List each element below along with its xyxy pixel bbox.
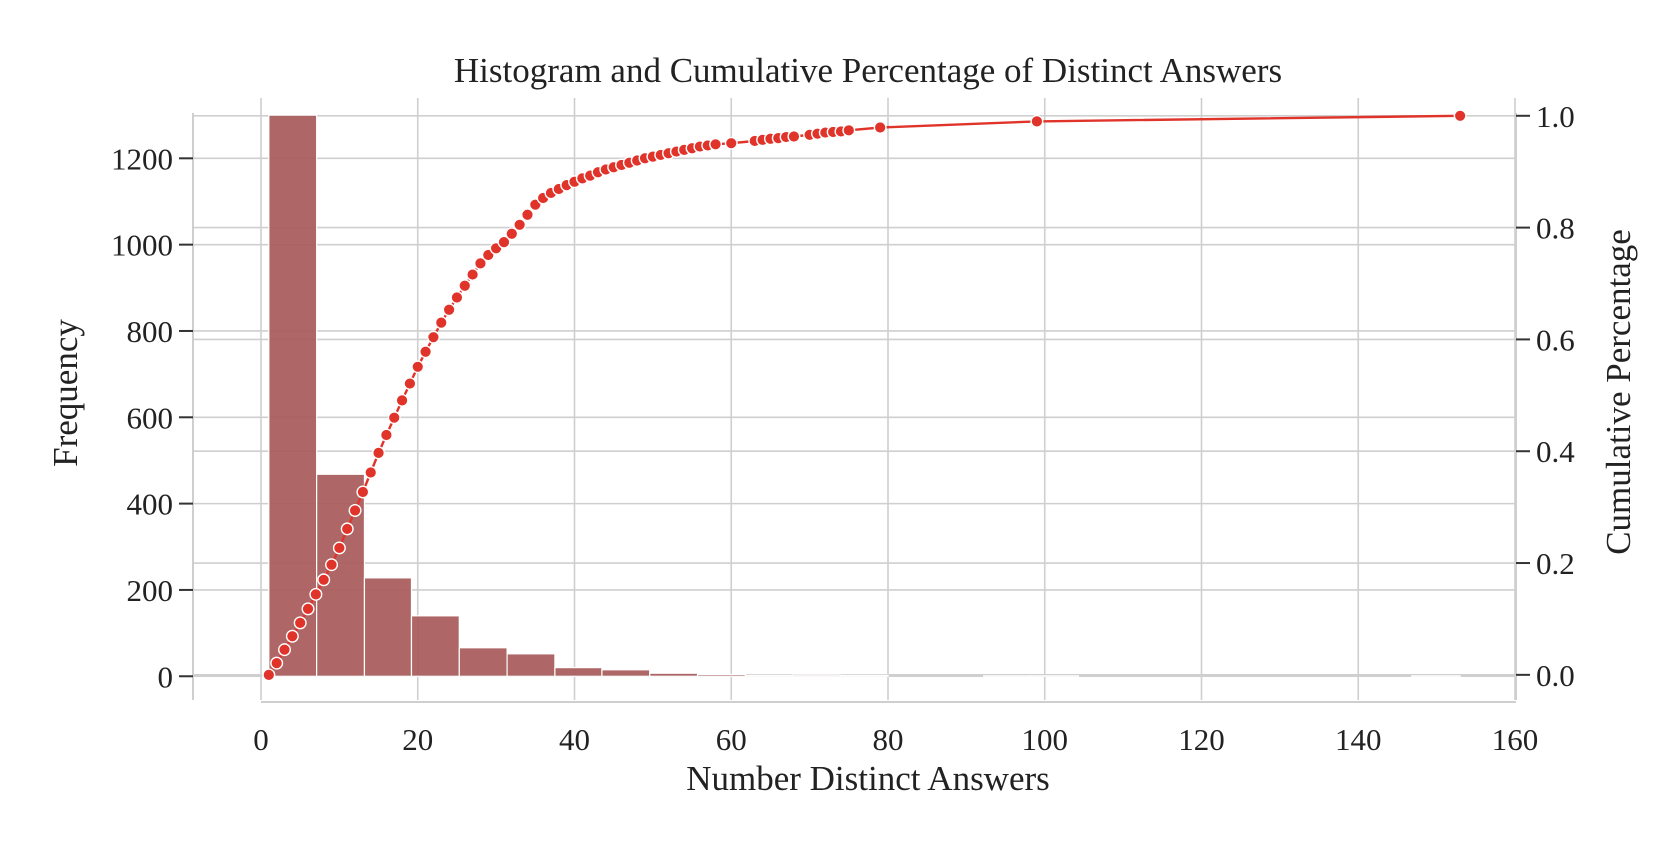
cumulative-point bbox=[788, 131, 800, 143]
cumulative-point bbox=[435, 317, 447, 329]
cumulative-point bbox=[412, 361, 424, 373]
y-tick-label: 200 bbox=[127, 573, 174, 608]
cumulative-point bbox=[349, 505, 361, 517]
cumulative-point bbox=[302, 603, 314, 615]
cumulative-point bbox=[843, 125, 855, 137]
x-tick-label: 60 bbox=[716, 722, 747, 757]
cumulative-point bbox=[874, 122, 886, 134]
x-tick-label: 40 bbox=[559, 722, 590, 757]
cumulative-point bbox=[443, 304, 455, 316]
cumulative-point bbox=[404, 378, 416, 390]
y2-tick-label: 0.2 bbox=[1536, 546, 1575, 581]
histogram-bar bbox=[650, 673, 698, 676]
cumulative-point bbox=[514, 219, 526, 231]
cumulative-point bbox=[287, 630, 299, 642]
x-tick-label: 80 bbox=[873, 722, 904, 757]
y-tick-label: 400 bbox=[127, 487, 174, 522]
cumulative-line-layer bbox=[263, 110, 1466, 681]
cumulative-point bbox=[710, 139, 722, 151]
cumulative-point bbox=[318, 574, 330, 586]
y2-tick-label: 0.6 bbox=[1536, 322, 1575, 357]
histogram-bars bbox=[269, 115, 1460, 676]
y2-tick-label: 0.4 bbox=[1536, 434, 1575, 469]
cumulative-point bbox=[1031, 116, 1043, 128]
histogram-bar bbox=[840, 675, 888, 676]
cumulative-point bbox=[279, 644, 291, 656]
cumulative-point bbox=[373, 447, 385, 459]
cumulative-point bbox=[341, 523, 353, 535]
cumulative-point bbox=[459, 280, 471, 292]
y-tick-label: 800 bbox=[127, 314, 174, 349]
cumulative-point bbox=[420, 346, 432, 358]
cumulative-point bbox=[428, 331, 440, 343]
histogram-bar bbox=[602, 670, 650, 676]
cumulative-line bbox=[269, 116, 1460, 675]
x-tick-label: 100 bbox=[1022, 722, 1069, 757]
x-tick-label: 140 bbox=[1335, 722, 1382, 757]
cumulative-point bbox=[357, 486, 369, 498]
cumulative-point bbox=[451, 292, 463, 304]
y-tick-label: 1000 bbox=[111, 228, 173, 263]
y-tick-label: 600 bbox=[127, 400, 174, 435]
x-tick-label: 120 bbox=[1178, 722, 1225, 757]
cumulative-point bbox=[365, 467, 377, 479]
y2-tick-label: 1.0 bbox=[1536, 99, 1575, 134]
cumulative-point bbox=[396, 395, 408, 407]
y-tick-label: 1200 bbox=[111, 141, 173, 176]
cumulative-point bbox=[1454, 110, 1466, 122]
cumulative-point bbox=[271, 657, 283, 669]
chart-title: Histogram and Cumulative Percentage of D… bbox=[454, 51, 1282, 90]
x-tick-label: 0 bbox=[253, 722, 269, 757]
x-tick-label: 160 bbox=[1492, 722, 1539, 757]
histogram-bar bbox=[411, 616, 459, 676]
y-axis-label: Frequency bbox=[46, 319, 85, 467]
cumulative-point bbox=[381, 429, 393, 441]
cumulative-point bbox=[326, 559, 338, 571]
y2-tick-label: 0.8 bbox=[1536, 211, 1575, 246]
histogram-bar bbox=[364, 578, 411, 676]
histogram-bar bbox=[269, 115, 317, 676]
cumulative-point bbox=[263, 669, 275, 681]
histogram-bar bbox=[698, 675, 746, 677]
y2-axis-label: Cumulative Percentage bbox=[1599, 229, 1638, 555]
cumulative-point bbox=[310, 589, 322, 601]
histogram-bar bbox=[745, 675, 792, 676]
y-tick-label: 0 bbox=[158, 659, 174, 694]
cumulative-point bbox=[522, 209, 534, 221]
cumulative-point bbox=[725, 137, 737, 149]
y2-tick-label: 0.0 bbox=[1536, 658, 1575, 693]
cumulative-point bbox=[467, 269, 479, 281]
x-tick-label: 20 bbox=[402, 722, 433, 757]
cumulative-point bbox=[388, 412, 400, 424]
cumulative-point bbox=[334, 542, 346, 554]
histogram-bar bbox=[555, 668, 602, 677]
cumulative-point bbox=[294, 617, 306, 629]
histogram-bar bbox=[792, 675, 840, 676]
histogram-bar bbox=[507, 654, 555, 676]
histogram-bar bbox=[459, 648, 507, 676]
x-axis-label: Number Distinct Answers bbox=[686, 759, 1050, 798]
